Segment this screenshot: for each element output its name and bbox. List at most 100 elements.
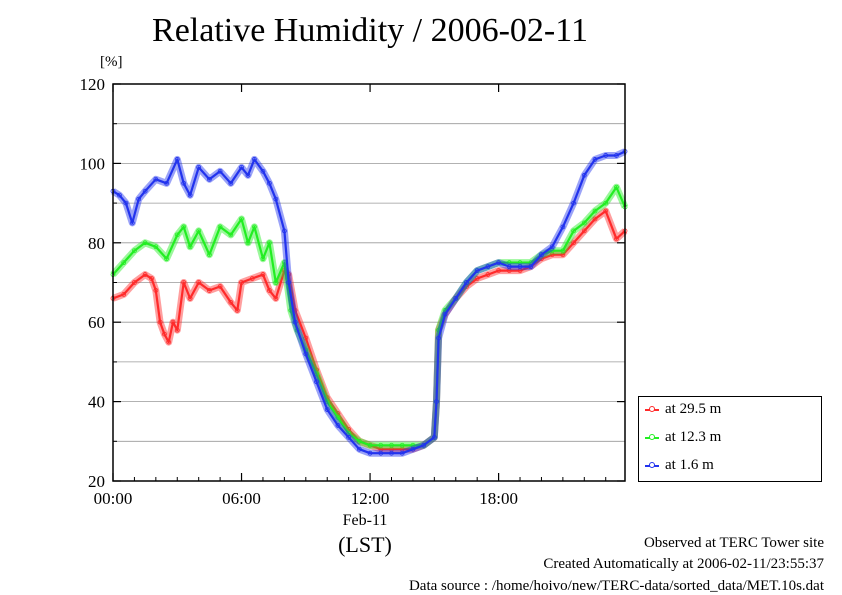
data-point: [453, 295, 459, 301]
y-tick-label: 100: [80, 154, 106, 173]
x-tick-label: 12:00: [351, 489, 390, 508]
x-tick-label: 18:00: [479, 489, 518, 508]
y-tick-label: 40: [88, 393, 105, 412]
data-point: [581, 228, 587, 234]
data-point: [153, 176, 159, 182]
data-point: [474, 276, 480, 281]
x-tick-label: 06:00: [222, 489, 261, 508]
data-point: [117, 192, 122, 198]
data-point: [266, 288, 272, 293]
data-point: [187, 244, 193, 250]
data-point: [164, 180, 169, 186]
data-point: [228, 299, 234, 305]
data-point: [228, 232, 234, 238]
data-point: [485, 264, 491, 270]
data-point: [560, 248, 566, 254]
data-point: [592, 208, 598, 214]
data-point: [303, 335, 309, 341]
legend-item-12-3m: at 12.3 m: [645, 427, 815, 449]
series-line-2: [112, 150, 626, 455]
y-tick-label: 80: [88, 234, 105, 253]
data-point: [378, 450, 384, 456]
data-point: [399, 442, 405, 448]
data-point: [196, 164, 202, 170]
x-timezone-label: (LST): [338, 532, 392, 557]
data-point: [170, 319, 176, 325]
data-point: [614, 236, 619, 242]
data-point: [174, 157, 180, 162]
data-point: [162, 331, 167, 337]
data-point: [245, 240, 251, 246]
data-point: [314, 379, 319, 385]
legend: at 29.5 m at 12.3 m at 1.6 m: [638, 396, 822, 482]
data-point: [142, 188, 148, 194]
data-point: [346, 434, 352, 440]
series-band-1: [110, 183, 629, 449]
legend-item-1-6m: at 1.6 m: [645, 455, 815, 477]
data-point: [614, 184, 619, 190]
legend-item-29-5m: at 29.5 m: [645, 399, 815, 421]
data-point: [571, 240, 576, 246]
series-lines: [110, 148, 629, 457]
data-point: [474, 268, 480, 273]
y-tick-label: 120: [80, 75, 106, 94]
data-point: [367, 450, 373, 456]
legend-label-29-5m: at 29.5 m: [665, 401, 722, 417]
data-point: [603, 200, 609, 206]
data-point: [245, 172, 251, 178]
data-point: [335, 423, 341, 428]
data-point: [273, 295, 279, 301]
data-point: [399, 450, 405, 456]
data-point: [335, 415, 341, 420]
footer-observed-site: Observed at TERC Tower site: [643, 535, 824, 551]
data-point: [581, 172, 587, 178]
data-point: [266, 240, 272, 246]
data-point: [166, 339, 172, 345]
data-point: [549, 244, 555, 250]
data-point: [142, 272, 148, 277]
x-tick-label: 00:00: [94, 489, 133, 508]
data-point: [249, 276, 255, 281]
data-point: [485, 272, 491, 277]
data-point: [251, 157, 257, 162]
data-point: [239, 280, 244, 285]
data-point: [207, 288, 212, 293]
y-unit-label: [%]: [100, 54, 123, 70]
data-point: [528, 264, 534, 270]
data-point: [378, 442, 384, 448]
plot-frame: [112, 83, 626, 482]
data-point: [187, 192, 193, 198]
data-point: [181, 180, 187, 186]
legend-label-12-3m: at 12.3 m: [665, 429, 722, 445]
data-point: [356, 446, 362, 452]
data-point: [153, 288, 159, 293]
data-point: [136, 196, 142, 202]
data-point: [442, 311, 448, 317]
data-point: [217, 168, 223, 174]
data-point: [431, 434, 437, 440]
data-point: [260, 256, 266, 262]
data-point: [157, 319, 163, 325]
data-point: [560, 224, 566, 230]
data-point: [356, 438, 362, 444]
grid-lines: [113, 123, 625, 442]
data-point: [174, 327, 180, 333]
data-point: [603, 153, 609, 158]
data-point: [260, 272, 266, 277]
data-point: [239, 216, 244, 222]
x-axis: 00:00 06:00 12:00 18:00: [94, 84, 607, 508]
data-point: [121, 260, 127, 266]
x-date-label: Feb-11: [342, 512, 388, 529]
legend-marker-12-3m: [649, 434, 655, 440]
series-line-0: [112, 209, 626, 451]
y-tick-label: 60: [88, 313, 105, 332]
data-point: [234, 307, 240, 313]
data-point: [196, 280, 202, 285]
data-point: [496, 268, 502, 273]
data-point: [367, 442, 373, 448]
data-point: [260, 168, 266, 174]
legend-marker-29-5m: [649, 406, 655, 412]
data-point: [228, 180, 234, 186]
data-point: [153, 244, 159, 250]
data-point: [421, 442, 427, 448]
